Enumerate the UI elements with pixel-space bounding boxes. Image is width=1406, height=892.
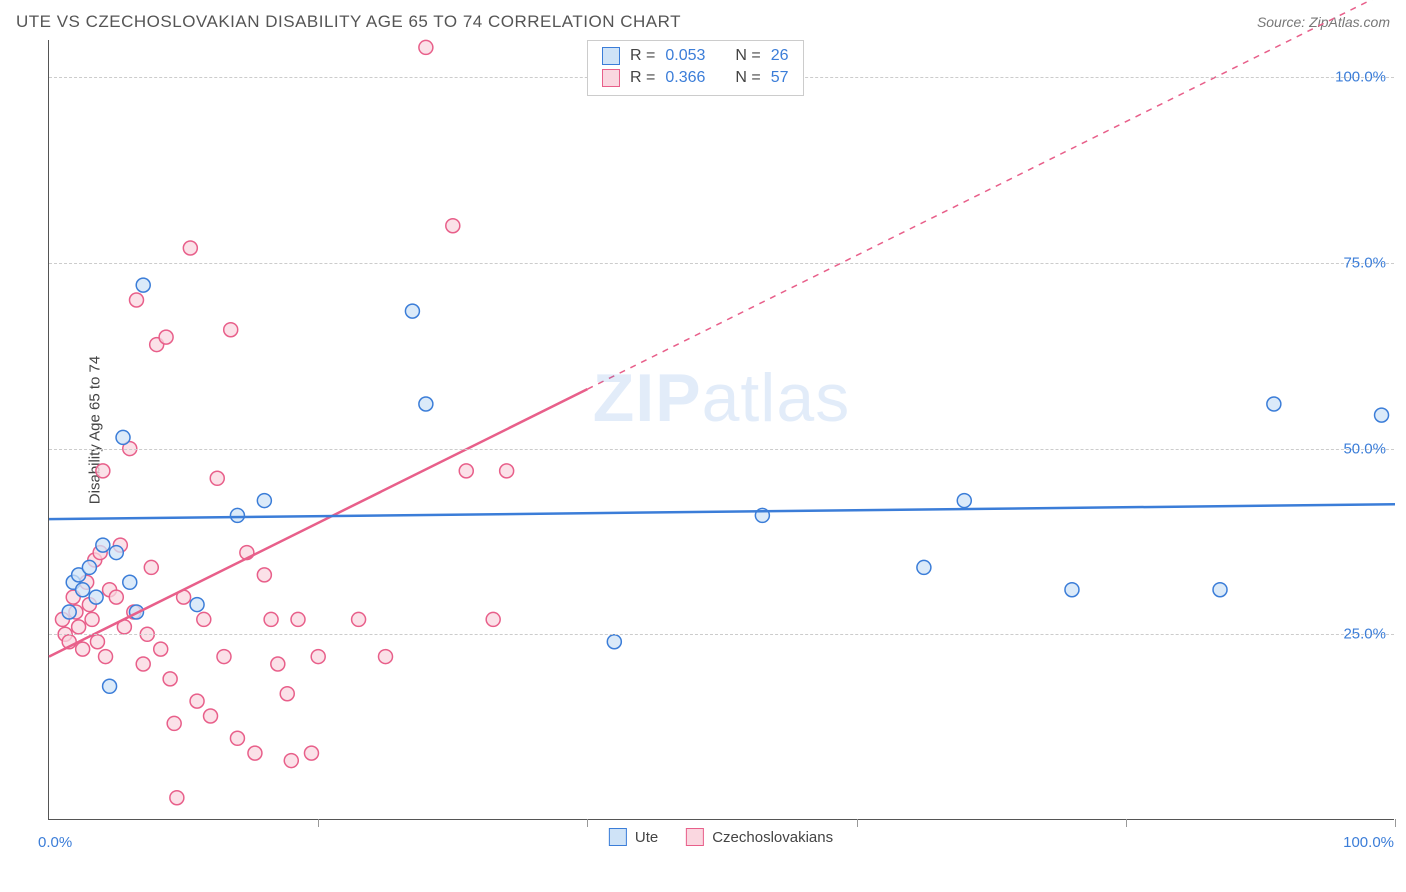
data-point bbox=[607, 635, 621, 649]
data-point bbox=[304, 746, 318, 760]
bottom-legend: Ute Czechoslovakians bbox=[609, 828, 833, 846]
gridline-h bbox=[49, 263, 1394, 264]
data-point bbox=[159, 330, 173, 344]
data-point bbox=[379, 650, 393, 664]
data-point bbox=[136, 278, 150, 292]
y-tick-label: 25.0% bbox=[1343, 626, 1386, 643]
legend-item-czech: Czechoslovakians bbox=[686, 828, 833, 846]
data-point bbox=[446, 219, 460, 233]
stat-r-czech: 0.366 bbox=[665, 69, 705, 87]
data-point bbox=[62, 605, 76, 619]
data-point bbox=[284, 754, 298, 768]
data-point bbox=[1065, 583, 1079, 597]
data-point bbox=[217, 650, 231, 664]
data-point bbox=[486, 612, 500, 626]
data-point bbox=[76, 583, 90, 597]
data-point bbox=[230, 508, 244, 522]
data-point bbox=[72, 620, 86, 634]
data-point bbox=[271, 657, 285, 671]
plot-svg bbox=[49, 40, 1395, 820]
plot-area: Disability Age 65 to 74 R = 0.053 N = 26… bbox=[48, 40, 1394, 820]
data-point bbox=[405, 304, 419, 318]
data-point bbox=[291, 612, 305, 626]
stats-row-ute: R = 0.053 N = 26 bbox=[602, 45, 789, 67]
data-point bbox=[76, 642, 90, 656]
y-tick-label: 75.0% bbox=[1343, 254, 1386, 271]
header-row: UTE VS CZECHOSLOVAKIAN DISABILITY AGE 65… bbox=[12, 12, 1394, 32]
data-point bbox=[1267, 397, 1281, 411]
stat-label-n: N = bbox=[735, 47, 760, 65]
x-tick-label-min: 0.0% bbox=[38, 834, 72, 851]
data-point bbox=[82, 560, 96, 574]
legend-label-czech: Czechoslovakians bbox=[712, 829, 833, 846]
data-point bbox=[170, 791, 184, 805]
data-point bbox=[1375, 408, 1389, 422]
data-point bbox=[204, 709, 218, 723]
data-point bbox=[163, 672, 177, 686]
data-point bbox=[190, 598, 204, 612]
data-point bbox=[352, 612, 366, 626]
stats-legend-box: R = 0.053 N = 26 R = 0.366 N = 57 bbox=[587, 40, 804, 96]
x-axis-row: 0.0% 100.0% Ute Czechoslovakians bbox=[48, 820, 1394, 860]
y-tick-label: 50.0% bbox=[1343, 440, 1386, 457]
data-point bbox=[224, 323, 238, 337]
data-point bbox=[257, 494, 271, 508]
data-point bbox=[917, 560, 931, 574]
data-point bbox=[1213, 583, 1227, 597]
data-point bbox=[197, 612, 211, 626]
stats-row-czech: R = 0.366 N = 57 bbox=[602, 67, 789, 89]
data-point bbox=[248, 746, 262, 760]
stat-label-r: R = bbox=[630, 47, 655, 65]
swatch-czech bbox=[602, 69, 620, 87]
x-tick bbox=[1395, 819, 1396, 827]
data-point bbox=[109, 546, 123, 560]
data-point bbox=[116, 430, 130, 444]
data-point bbox=[144, 560, 158, 574]
data-point bbox=[99, 650, 113, 664]
data-point bbox=[96, 464, 110, 478]
stat-label-r: R = bbox=[630, 69, 655, 87]
chart-title: UTE VS CZECHOSLOVAKIAN DISABILITY AGE 65… bbox=[16, 12, 681, 32]
data-point bbox=[103, 679, 117, 693]
swatch-czech-icon bbox=[686, 828, 704, 846]
stat-label-n: N = bbox=[735, 69, 760, 87]
data-point bbox=[311, 650, 325, 664]
gridline-h bbox=[49, 449, 1394, 450]
stat-n-ute: 26 bbox=[771, 47, 789, 65]
stat-r-ute: 0.053 bbox=[665, 47, 705, 65]
data-point bbox=[190, 694, 204, 708]
data-point bbox=[167, 716, 181, 730]
stat-n-czech: 57 bbox=[771, 69, 789, 87]
data-point bbox=[136, 657, 150, 671]
data-point bbox=[500, 464, 514, 478]
gridline-h bbox=[49, 634, 1394, 635]
x-tick-label-max: 100.0% bbox=[1343, 834, 1394, 851]
data-point bbox=[85, 612, 99, 626]
data-point bbox=[230, 731, 244, 745]
data-point bbox=[419, 397, 433, 411]
data-point bbox=[419, 40, 433, 54]
data-point bbox=[129, 293, 143, 307]
data-point bbox=[109, 590, 123, 604]
data-point bbox=[280, 687, 294, 701]
data-point bbox=[264, 612, 278, 626]
source-attribution: Source: ZipAtlas.com bbox=[1257, 14, 1390, 30]
swatch-ute-icon bbox=[609, 828, 627, 846]
data-point bbox=[257, 568, 271, 582]
data-point bbox=[96, 538, 110, 552]
data-point bbox=[123, 575, 137, 589]
data-point bbox=[154, 642, 168, 656]
chart-container: UTE VS CZECHOSLOVAKIAN DISABILITY AGE 65… bbox=[12, 12, 1394, 860]
data-point bbox=[459, 464, 473, 478]
data-point bbox=[183, 241, 197, 255]
y-tick-label: 100.0% bbox=[1335, 69, 1386, 86]
data-point bbox=[210, 471, 224, 485]
data-point bbox=[89, 590, 103, 604]
data-point bbox=[90, 635, 104, 649]
data-point bbox=[957, 494, 971, 508]
legend-item-ute: Ute bbox=[609, 828, 658, 846]
swatch-ute bbox=[602, 47, 620, 65]
legend-label-ute: Ute bbox=[635, 829, 658, 846]
